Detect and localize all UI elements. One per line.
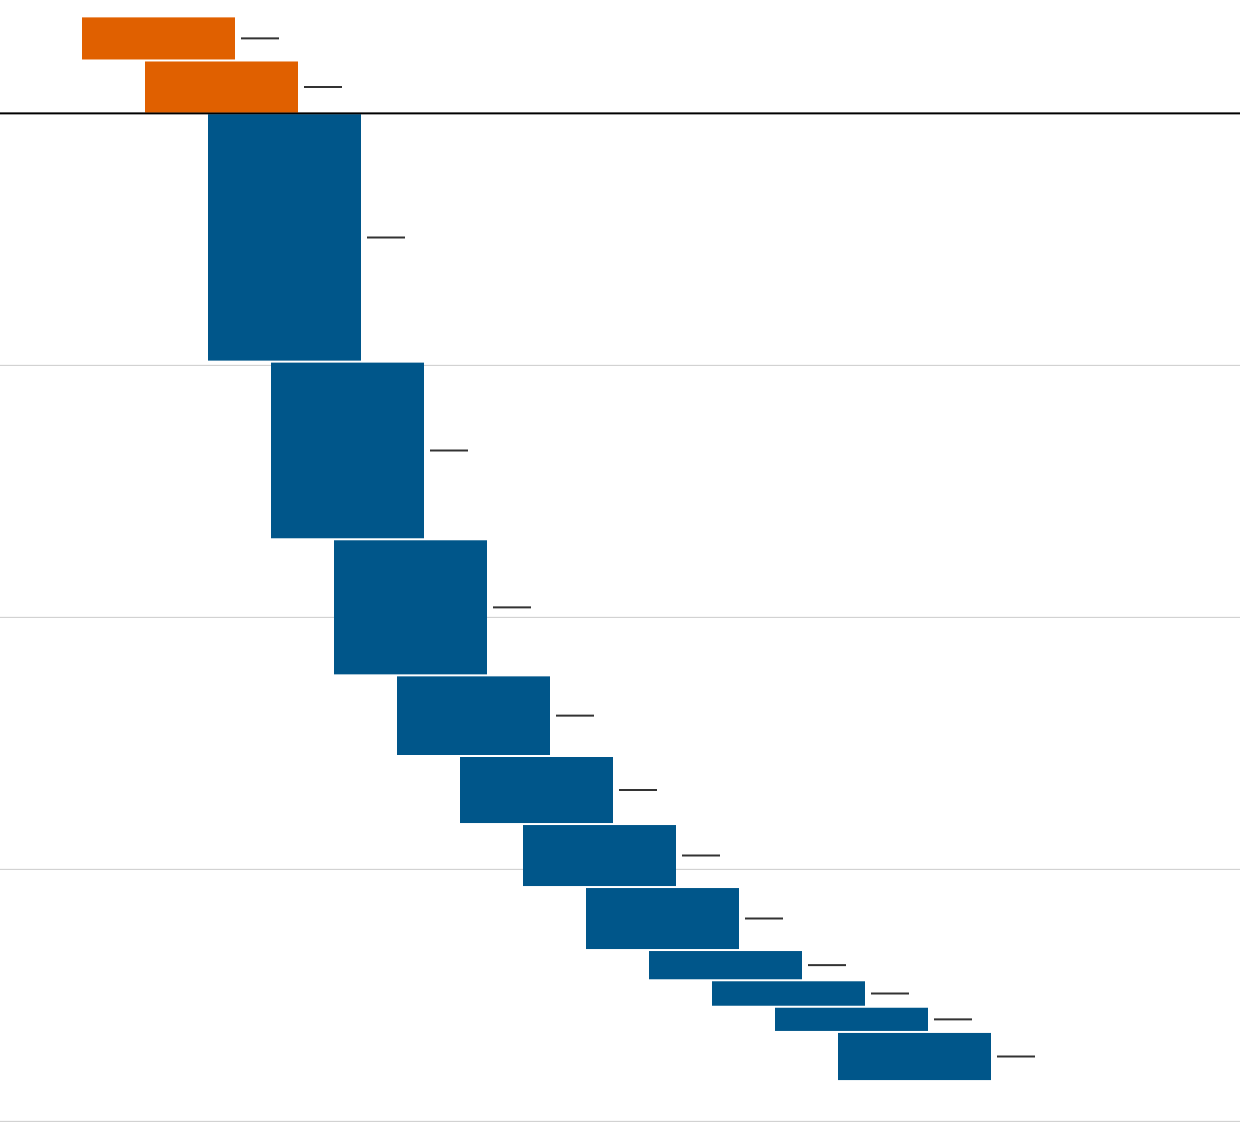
bar (334, 540, 487, 675)
bar (775, 1007, 928, 1031)
bar (649, 951, 802, 980)
bar (838, 1032, 991, 1081)
bar (523, 825, 676, 887)
bar (82, 17, 235, 60)
bar (712, 981, 865, 1006)
bar (145, 61, 298, 113)
bar (271, 362, 424, 539)
bar (208, 114, 361, 361)
bar (397, 676, 550, 755)
bar (586, 888, 739, 950)
bar (460, 757, 613, 824)
